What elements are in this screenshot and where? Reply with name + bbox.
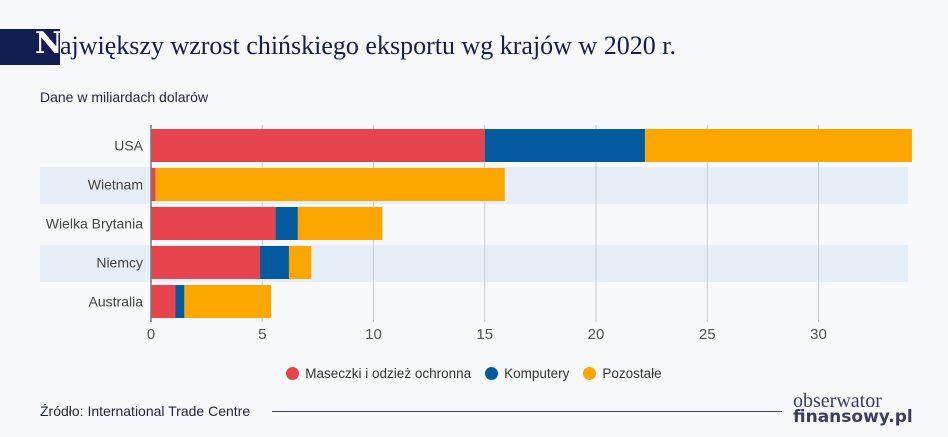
bar-segment [151,285,176,318]
chart-subtitle: Dane w miliardach dolarów [40,89,209,105]
legend-item: Pozostałe [583,366,662,381]
source-note: Źródło: International Trade Centre [40,403,251,419]
legend-label: Maseczki i odzież ochronna [305,366,472,381]
x-tick-label: 25 [699,326,716,343]
logo: obserwator finansowy.pl [793,390,913,427]
bar-segment [184,285,272,318]
bar-segment [297,207,383,240]
bar-segment [151,129,485,162]
bar-segment [151,168,156,201]
source-divider [272,411,782,412]
bar-segment [155,168,505,201]
x-tick-label: 0 [147,326,155,343]
x-tick-label: 10 [365,326,382,343]
legend-marker [583,367,597,380]
bar-segment [644,129,912,162]
x-tick-label: 30 [810,326,827,343]
bar-segment [260,246,289,279]
legend-item: Komputery [485,366,569,381]
title-initial: N [35,26,63,61]
chart-title: ajwiększy wzrost chińskiego eksportu wg … [60,31,676,60]
category-label: Australia [89,294,144,310]
bar-segment [151,246,261,279]
legend-label: Pozostałe [602,366,662,381]
legend-marker [286,367,300,380]
bar-segment [275,207,298,240]
category-label: Wielka Brytania [46,216,143,232]
legend-marker [485,367,499,380]
x-tick-label: 20 [588,326,605,343]
category-label: USA [114,138,143,154]
bar-segment [288,246,312,279]
category-label: Niemcy [96,255,143,271]
title-badge [0,29,60,65]
x-tick-label: 5 [258,326,266,343]
bar-segment [484,129,645,162]
legend-item: Maseczki i odzież ochronna [286,366,471,381]
bar-segment [151,207,276,240]
bar-segment [175,285,185,318]
category-label: Wietnam [88,177,143,193]
legend-label: Komputery [504,366,570,381]
legend: Maseczki i odzież ochronna Komputery Pozos… [0,366,948,381]
x-tick-label: 15 [476,326,493,343]
